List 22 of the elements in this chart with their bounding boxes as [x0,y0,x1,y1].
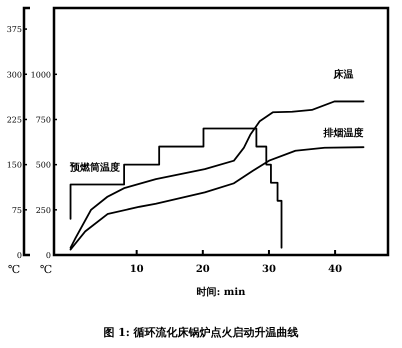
text: 床温 [332,68,354,80]
text: 图 1: 循环流化床锅炉点火启动升温曲线 [103,326,299,339]
y-tick-label: 225 [6,115,22,124]
y-tick-label: 375 [6,25,22,34]
x-tick-label: 10 [130,264,144,275]
y-tick-label: 300 [6,70,22,80]
x-tick-label: 40 [328,264,342,275]
y2-tick-label: 500 [36,160,51,170]
series-label: 预燃筒温度 [69,162,120,174]
y2-tick-label: 250 [36,206,51,215]
y-tick-label: 0 [16,251,22,260]
y-tick-label: 150 [6,160,22,170]
x-tick-label: 30 [262,264,276,275]
y2-tick-label: 750 [36,115,51,124]
x-tick-label: 20 [196,264,210,275]
y2-tick-label: 0 [46,251,51,260]
y-tick-label: 75 [12,206,22,215]
y2-tick-label: 1000 [30,70,51,80]
series-label: 排烟温度 [322,127,364,140]
y-axis-title: ℃ [8,263,20,276]
x-axis-title: 时间: min [196,286,246,298]
y2-axis-title: ℃ [40,263,52,276]
